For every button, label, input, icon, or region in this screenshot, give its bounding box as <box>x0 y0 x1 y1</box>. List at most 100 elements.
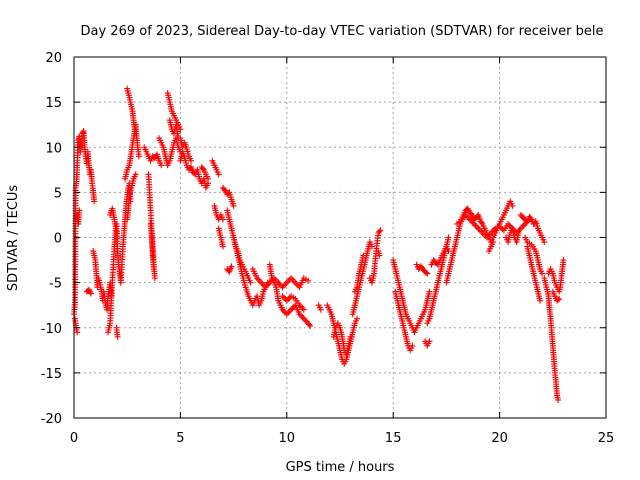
data-point <box>247 279 254 286</box>
data-point <box>506 222 513 229</box>
data-point <box>279 284 286 291</box>
data-point <box>299 305 306 312</box>
data-point <box>88 290 95 297</box>
data-point <box>132 171 139 178</box>
data-point <box>199 165 206 172</box>
data-point <box>490 239 497 246</box>
x-axis-label: GPS time / hours <box>286 460 395 475</box>
data-point <box>288 306 295 313</box>
data-point <box>499 226 506 233</box>
data-point <box>520 222 527 229</box>
data-point <box>537 297 544 304</box>
data-point <box>527 215 534 222</box>
y-tick-label: 0 <box>54 232 62 247</box>
data-point <box>539 270 546 277</box>
data-point <box>282 281 289 288</box>
data-point <box>151 275 158 282</box>
x-tick-label: 15 <box>385 431 402 446</box>
data-point <box>317 306 324 313</box>
y-tick-label: 15 <box>45 96 62 111</box>
data-point <box>509 202 516 209</box>
x-tick-label: 25 <box>598 431 615 446</box>
data-point <box>467 210 474 217</box>
data-point <box>424 270 431 277</box>
data-point <box>276 281 283 288</box>
data-point <box>286 308 293 315</box>
data-point <box>555 296 562 303</box>
data-point <box>300 315 307 322</box>
data-point <box>426 288 433 295</box>
data-point <box>445 248 452 255</box>
y-tick-label: 5 <box>54 186 62 201</box>
data-point <box>283 311 290 318</box>
y-tick-label: -15 <box>41 367 62 382</box>
data-point <box>300 306 307 313</box>
data-point <box>347 333 354 340</box>
data-point <box>354 315 361 322</box>
data-point <box>221 186 228 193</box>
data-point <box>228 263 235 270</box>
data-point <box>258 279 265 286</box>
y-tick-label: -5 <box>49 277 62 292</box>
data-point <box>555 396 562 403</box>
data-point <box>292 279 299 286</box>
data-point <box>299 314 306 321</box>
data-point <box>472 222 479 229</box>
data-point <box>305 277 312 284</box>
data-point <box>376 252 383 259</box>
x-tick-label: 0 <box>70 431 78 446</box>
data-point <box>426 338 433 345</box>
data-point <box>283 297 290 304</box>
data-point <box>409 342 416 349</box>
data-point <box>219 243 226 250</box>
data-point <box>188 157 195 164</box>
data-point <box>285 278 292 285</box>
data-point <box>283 279 290 286</box>
data-point <box>289 276 296 283</box>
data-point <box>360 252 367 259</box>
data-point <box>288 275 295 282</box>
y-tick-label: 10 <box>45 141 62 156</box>
data-point <box>114 333 121 340</box>
data-point <box>306 321 313 328</box>
chart-title: Day 269 of 2023, Sidereal Day-to-day VTE… <box>81 24 604 39</box>
axis-ticks: 0 5 10 15 20 25 -20 -15 -10 -5 0 5 10 15 20 <box>41 51 615 446</box>
data-point <box>302 317 309 324</box>
data-point <box>377 227 384 234</box>
data-point <box>293 281 300 288</box>
data-point <box>560 257 567 264</box>
data-point <box>556 295 563 302</box>
data-point <box>76 207 83 214</box>
x-tick-label: 20 <box>491 431 508 446</box>
data-point <box>259 281 266 288</box>
data-point <box>476 226 483 233</box>
data-point <box>376 228 383 235</box>
data-point <box>423 269 430 276</box>
data-point <box>478 219 485 226</box>
data-point <box>471 220 478 227</box>
y-tick-label: -20 <box>41 412 62 427</box>
data-point <box>285 309 292 316</box>
data-point <box>541 239 548 246</box>
data-point <box>230 202 237 209</box>
data-point <box>519 223 526 230</box>
data-point <box>91 198 98 205</box>
y-tick-label: -10 <box>41 322 62 337</box>
data-point <box>205 175 212 182</box>
data-point <box>215 171 222 178</box>
data-point <box>473 223 480 230</box>
data-point <box>516 226 523 233</box>
data-point <box>158 162 165 169</box>
data-point <box>290 278 297 285</box>
data-point <box>478 228 485 235</box>
y-axis-label: SDTVAR / TECUs <box>6 185 21 292</box>
data-point <box>256 278 263 285</box>
data-point <box>368 243 375 250</box>
data-point <box>297 303 304 310</box>
data-point <box>280 294 287 301</box>
data-point <box>219 216 226 223</box>
data-point <box>135 153 142 160</box>
data-point <box>307 322 314 329</box>
data-point <box>74 329 81 336</box>
